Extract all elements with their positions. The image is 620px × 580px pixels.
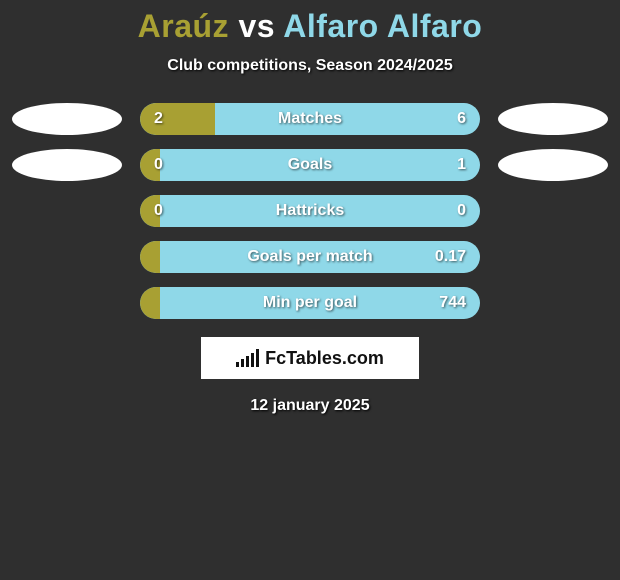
stat-label: Goals xyxy=(288,156,332,174)
stat-right-value: 6 xyxy=(457,110,466,128)
stat-right-value: 0.17 xyxy=(435,248,466,266)
stat-bar: Goals per match 0.17 xyxy=(140,241,480,273)
stat-right-value: 1 xyxy=(457,156,466,174)
bars-list: 2 Matches 6 0 Goals 1 0 Hattricks 0 Goals per mat… xyxy=(0,103,620,319)
spacer xyxy=(498,241,608,273)
stat-bar-left-fill xyxy=(140,287,160,319)
comparison-card: Araúz vs Alfaro Alfaro Club competitions… xyxy=(0,0,620,415)
stat-right-value: 0 xyxy=(457,202,466,220)
stat-right-value: 744 xyxy=(439,294,466,312)
stat-bar: 0 Hattricks 0 xyxy=(140,195,480,227)
stat-row: Goals per match 0.17 xyxy=(0,241,620,273)
stat-bar: Min per goal 744 xyxy=(140,287,480,319)
title-player-left: Araúz xyxy=(138,8,229,44)
source-logo-text: FcTables.com xyxy=(265,348,384,369)
stat-row: 0 Hattricks 0 xyxy=(0,195,620,227)
stat-bar-left-fill xyxy=(140,103,215,135)
bar-chart-icon xyxy=(236,349,259,367)
stat-row: Min per goal 744 xyxy=(0,287,620,319)
player-right-oval xyxy=(498,103,608,135)
spacer xyxy=(498,195,608,227)
subtitle: Club competitions, Season 2024/2025 xyxy=(0,57,620,75)
stat-left-value: 2 xyxy=(154,110,163,128)
player-left-oval xyxy=(12,149,122,181)
player-left-oval xyxy=(12,103,122,135)
title-vs: vs xyxy=(229,8,283,44)
spacer xyxy=(12,241,122,273)
stat-row: 0 Goals 1 xyxy=(0,149,620,181)
stat-label: Matches xyxy=(278,110,342,128)
stat-bar: 2 Matches 6 xyxy=(140,103,480,135)
stat-label: Goals per match xyxy=(247,248,372,266)
stat-left-value: 0 xyxy=(154,202,163,220)
stat-label: Min per goal xyxy=(263,294,357,312)
title-player-right: Alfaro Alfaro xyxy=(283,8,482,44)
stat-bar: 0 Goals 1 xyxy=(140,149,480,181)
stat-row: 2 Matches 6 xyxy=(0,103,620,135)
source-logo: FcTables.com xyxy=(201,337,419,379)
spacer xyxy=(498,287,608,319)
page-title: Araúz vs Alfaro Alfaro xyxy=(0,8,620,45)
player-right-oval xyxy=(498,149,608,181)
stat-bar-left-fill xyxy=(140,241,160,273)
stat-label: Hattricks xyxy=(276,202,344,220)
stat-left-value: 0 xyxy=(154,156,163,174)
footer-date: 12 january 2025 xyxy=(0,397,620,415)
spacer xyxy=(12,287,122,319)
spacer xyxy=(12,195,122,227)
